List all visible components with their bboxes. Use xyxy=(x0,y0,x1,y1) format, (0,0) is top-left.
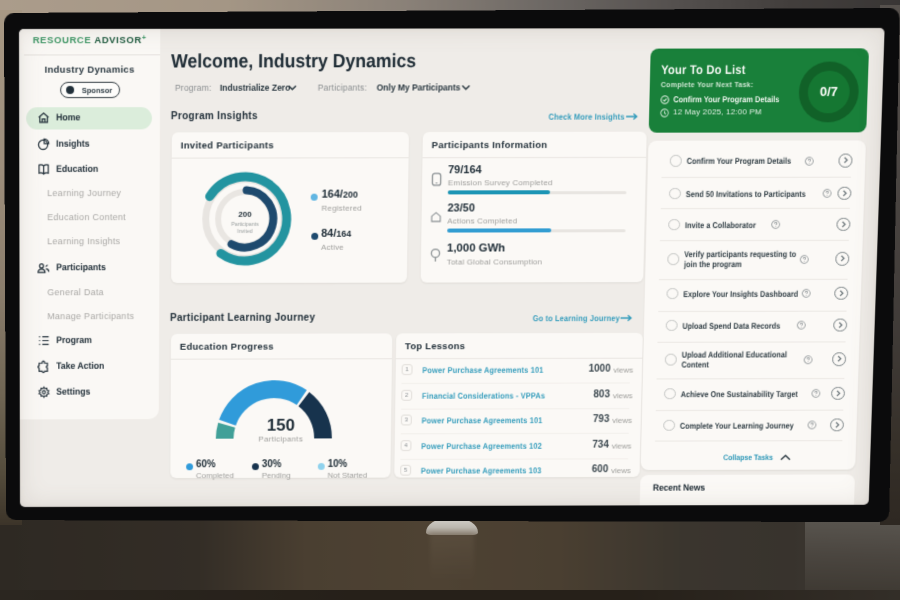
svg-text:Invited: Invited xyxy=(237,229,253,235)
svg-text:Participants: Participants xyxy=(231,222,259,228)
svg-text:200: 200 xyxy=(238,210,252,219)
